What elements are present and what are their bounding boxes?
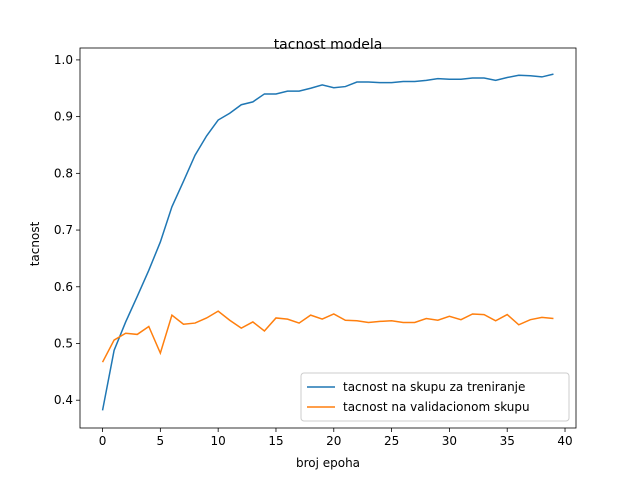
y-tick-label: 0.6 (54, 280, 73, 294)
y-tick-label: 0.5 (54, 336, 73, 350)
chart-title: tacnost modela (274, 37, 383, 53)
x-tick-label: 35 (500, 434, 515, 448)
plot-frame (79, 47, 577, 429)
x-tick-label: 30 (442, 434, 457, 448)
y-tick-label: 0.9 (54, 110, 73, 124)
legend-box (300, 372, 570, 422)
x-axis-label: broj epoha (296, 456, 360, 470)
legend: tacnost na skupu za treniranje tacnost na… (300, 372, 570, 422)
x-tick-label: 0 (99, 434, 107, 448)
x-tick-label: 20 (326, 434, 341, 448)
x-tick-label: 40 (557, 434, 572, 448)
data-line (101, 73, 554, 411)
y-tick-label: 0.4 (54, 393, 73, 407)
legend-label: tacnost na validacionom skupu (343, 400, 530, 414)
data-line (101, 310, 554, 363)
y-axis-label: tacnost (28, 221, 42, 266)
x-tick-label: 15 (268, 434, 283, 448)
x-tick-label: 25 (384, 434, 399, 448)
x-tick-label: 5 (157, 434, 165, 448)
y-tick-label: 0.7 (54, 223, 73, 237)
legend-label: tacnost na skupu za treniranje (343, 380, 525, 394)
y-tick-label: 0.8 (54, 166, 73, 180)
x-tick-label: 10 (211, 434, 226, 448)
y-tick-label: 1.0 (54, 53, 73, 67)
